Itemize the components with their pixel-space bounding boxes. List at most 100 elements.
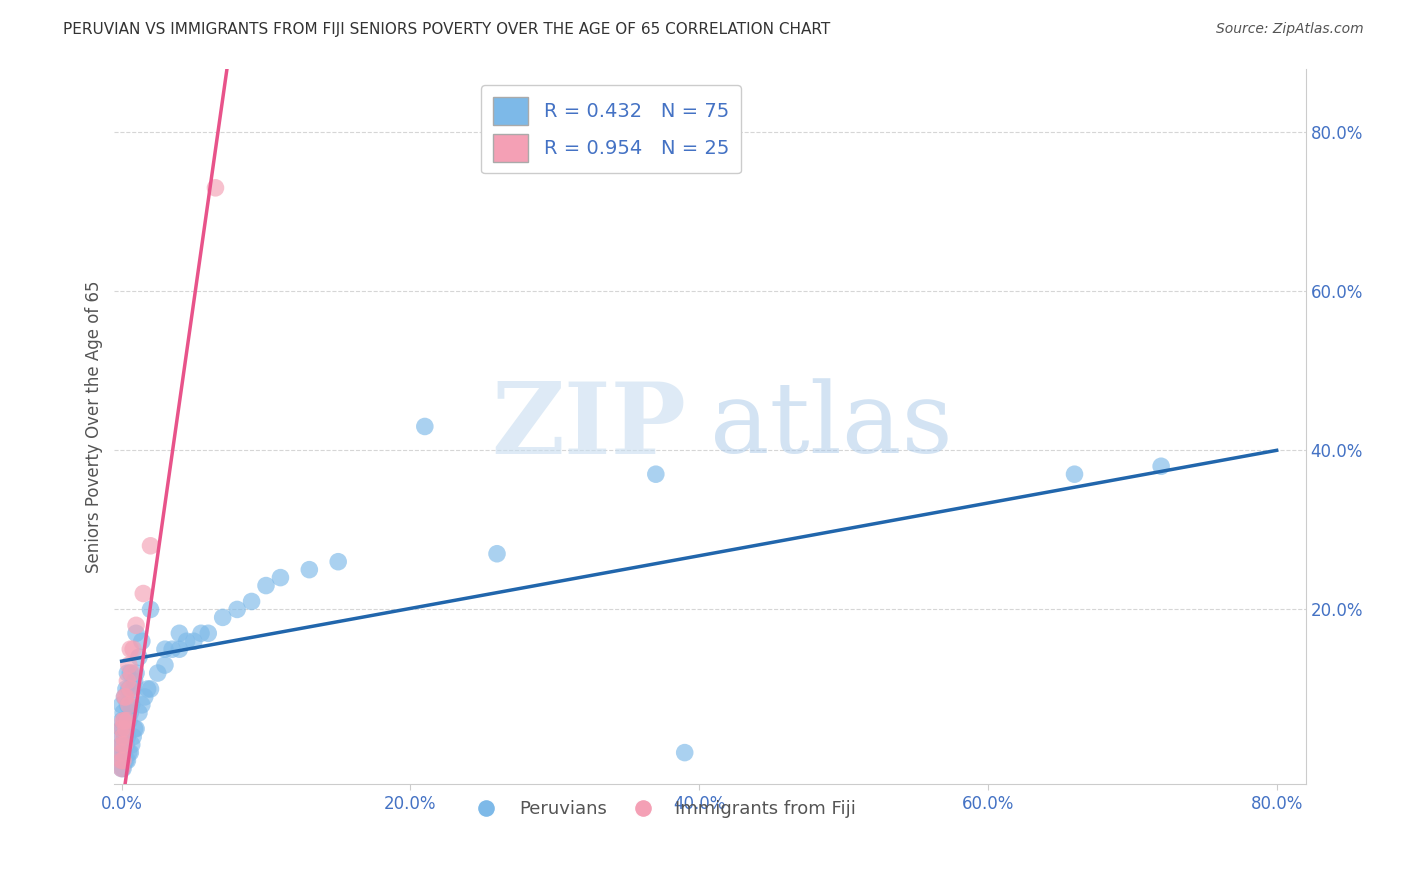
Point: [118, 681, 141, 696]
Point: [114, 754, 136, 768]
Point: [111, 698, 134, 712]
Point: [111, 722, 134, 736]
Point: [139, 681, 162, 696]
Point: [111, 738, 134, 752]
Point: [112, 738, 135, 752]
Point: [132, 586, 155, 600]
Point: [125, 626, 148, 640]
Point: [114, 690, 136, 704]
Point: [111, 722, 134, 736]
Point: [114, 714, 136, 728]
Point: [117, 673, 139, 688]
Point: [128, 650, 150, 665]
Point: [115, 681, 138, 696]
Point: [111, 762, 134, 776]
Point: [413, 419, 436, 434]
Point: [112, 714, 135, 728]
Point: [1063, 467, 1085, 482]
Point: [115, 738, 138, 752]
Point: [211, 610, 233, 624]
Point: [112, 746, 135, 760]
Point: [169, 642, 191, 657]
Point: [117, 730, 139, 744]
Text: PERUVIAN VS IMMIGRANTS FROM FIJI SENIORS POVERTY OVER THE AGE OF 65 CORRELATION : PERUVIAN VS IMMIGRANTS FROM FIJI SENIORS…: [63, 22, 831, 37]
Point: [115, 754, 138, 768]
Point: [115, 722, 138, 736]
Point: [124, 722, 146, 736]
Point: [118, 746, 141, 760]
Point: [121, 666, 143, 681]
Point: [114, 746, 136, 760]
Legend: Peruvians, Immigrants from Fiji: Peruvians, Immigrants from Fiji: [461, 793, 863, 825]
Point: [114, 738, 136, 752]
Point: [204, 181, 226, 195]
Point: [1150, 459, 1173, 474]
Point: [117, 666, 139, 681]
Point: [115, 714, 138, 728]
Point: [226, 602, 249, 616]
Point: [124, 673, 146, 688]
Y-axis label: Seniors Poverty Over the Age of 65: Seniors Poverty Over the Age of 65: [86, 280, 103, 573]
Text: atlas: atlas: [710, 378, 953, 475]
Point: [111, 754, 134, 768]
Point: [197, 626, 219, 640]
Point: [139, 539, 162, 553]
Point: [153, 658, 176, 673]
Point: [121, 738, 143, 752]
Point: [114, 730, 136, 744]
Point: [134, 690, 156, 704]
Point: [112, 722, 135, 736]
Point: [120, 666, 142, 681]
Point: [176, 634, 198, 648]
Point: [120, 706, 142, 720]
Point: [139, 602, 162, 616]
Point: [111, 762, 134, 776]
Point: [190, 626, 212, 640]
Point: [111, 746, 134, 760]
Point: [128, 706, 150, 720]
Point: [114, 690, 136, 704]
Point: [169, 626, 191, 640]
Point: [122, 730, 145, 744]
Point: [131, 634, 153, 648]
Point: [111, 730, 134, 744]
Point: [269, 571, 291, 585]
Point: [122, 681, 145, 696]
Point: [125, 618, 148, 632]
Point: [644, 467, 666, 482]
Point: [118, 698, 141, 712]
Point: [117, 714, 139, 728]
Text: Source: ZipAtlas.com: Source: ZipAtlas.com: [1216, 22, 1364, 37]
Point: [111, 738, 134, 752]
Point: [153, 642, 176, 657]
Point: [125, 666, 148, 681]
Point: [120, 746, 142, 760]
Point: [328, 555, 350, 569]
Point: [117, 698, 139, 712]
Point: [125, 722, 148, 736]
Point: [136, 681, 159, 696]
Point: [122, 642, 145, 657]
Point: [111, 714, 134, 728]
Point: [131, 698, 153, 712]
Point: [160, 642, 183, 657]
Point: [118, 658, 141, 673]
Point: [112, 754, 135, 768]
Point: [183, 634, 205, 648]
Point: [120, 681, 142, 696]
Point: [146, 666, 169, 681]
Text: ZIP: ZIP: [491, 378, 686, 475]
Point: [254, 578, 277, 592]
Point: [673, 746, 696, 760]
Point: [240, 594, 263, 608]
Point: [485, 547, 508, 561]
Point: [111, 746, 134, 760]
Point: [112, 762, 135, 776]
Point: [115, 690, 138, 704]
Point: [121, 698, 143, 712]
Point: [112, 754, 135, 768]
Point: [112, 730, 135, 744]
Point: [112, 706, 135, 720]
Point: [118, 714, 141, 728]
Point: [114, 714, 136, 728]
